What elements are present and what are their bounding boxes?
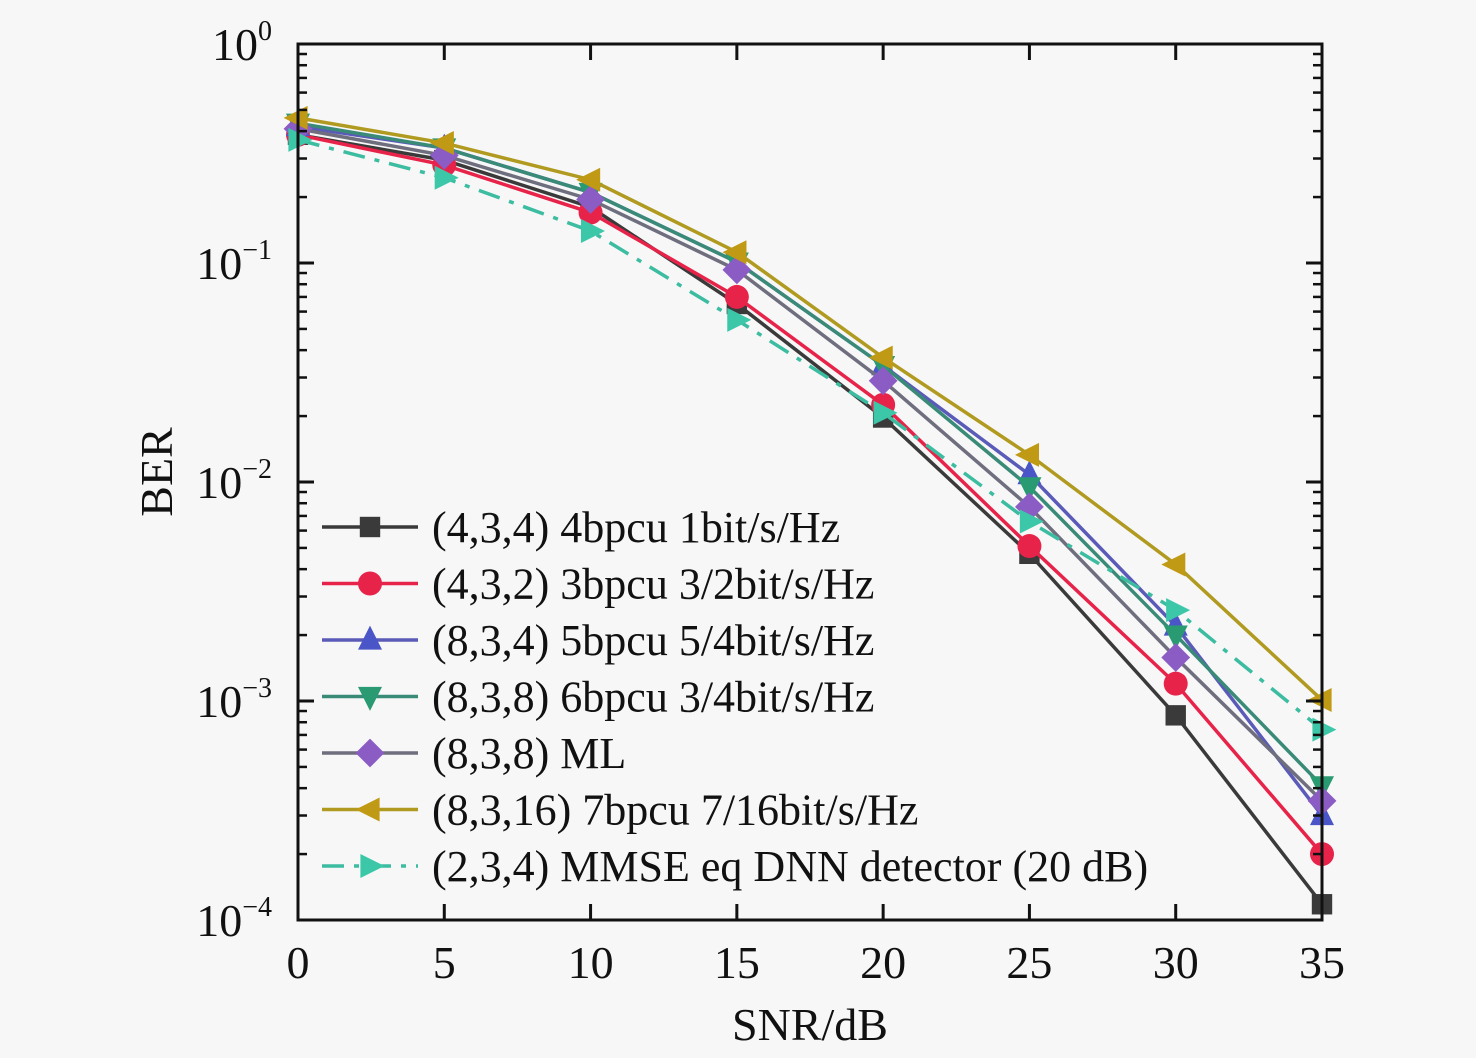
- legend-label: (8,3,4) 5bpcu 5/4bit/s/Hz: [432, 616, 874, 665]
- marker-triangle-left: [576, 167, 601, 192]
- y-tick-exponent: −3: [242, 673, 272, 704]
- x-tick-label: 35: [1299, 937, 1345, 988]
- marker-triangle-left: [1015, 442, 1040, 467]
- marker-square: [1165, 705, 1186, 726]
- legend-label: (8,3,16) 7bpcu 7/16bit/s/Hz: [432, 786, 918, 835]
- marker-circle: [1163, 671, 1188, 696]
- marker-diamond: [355, 738, 385, 768]
- marker-triangle-right: [1019, 509, 1044, 534]
- x-tick-label: 30: [1153, 937, 1199, 988]
- x-tick-label: 15: [714, 937, 760, 988]
- marker-diamond: [868, 366, 898, 396]
- legend: (4,3,4) 4bpcu 1bit/s/Hz (4,3,2) 3bpcu 3/2…: [322, 503, 1148, 891]
- legend-label: (4,3,4) 4bpcu 1bit/s/Hz: [432, 503, 840, 552]
- marker-triangle-down: [1163, 625, 1188, 650]
- legend-item: (8,3,8) ML: [322, 729, 626, 778]
- x-axis: 0 5 10 15 20 25 30 35: [287, 44, 1345, 988]
- legend-label: (2,3,4) MMSE eq DNN detector (20 dB): [432, 842, 1148, 891]
- marker-triangle-left: [1161, 552, 1186, 577]
- series-line: [297, 116, 1324, 702]
- marker-triangle-down: [1017, 477, 1042, 502]
- marker-triangle-right: [434, 165, 459, 190]
- marker-circle: [724, 284, 749, 309]
- marker-diamond: [429, 140, 459, 170]
- series-line: [297, 127, 1324, 803]
- y-tick-base: 10: [196, 676, 242, 727]
- x-tick-label: 20: [860, 937, 906, 988]
- y-tick-exponent: −2: [242, 454, 272, 485]
- legend-item: (4,3,2) 3bpcu 3/2bit/s/Hz: [322, 560, 874, 609]
- legend-label: (4,3,2) 3bpcu 3/2bit/s/Hz: [432, 560, 874, 609]
- x-tick-label: 25: [1006, 937, 1052, 988]
- series-6: [283, 105, 1332, 713]
- y-axis-label: BER: [131, 427, 182, 517]
- y-tick-label: 100: [212, 16, 272, 70]
- marker-square: [359, 516, 381, 538]
- marker-triangle-right: [580, 218, 605, 243]
- marker-triangle-left: [722, 240, 747, 265]
- marker-circle: [358, 571, 382, 596]
- marker-triangle-down: [358, 686, 382, 711]
- marker-triangle-right: [1166, 598, 1191, 623]
- marker-circle: [1017, 534, 1042, 559]
- x-axis-label: SNR/dB: [732, 999, 888, 1050]
- marker-triangle-right: [727, 307, 752, 332]
- marker-diamond: [576, 185, 605, 214]
- legend-label: (8,3,8) 6bpcu 3/4bit/s/Hz: [432, 673, 874, 722]
- plot-background: [298, 44, 1322, 920]
- legend-item: (8,3,16) 7bpcu 7/16bit/s/Hz: [322, 786, 918, 835]
- legend-item: (8,3,8) 6bpcu 3/4bit/s/Hz: [322, 673, 874, 722]
- legend-item: (4,3,4) 4bpcu 1bit/s/Hz: [322, 503, 840, 552]
- series-line: [297, 121, 1324, 788]
- legend-item: (2,3,4) MMSE eq DNN detector (20 dB): [322, 842, 1148, 891]
- x-tick-label: 5: [433, 937, 456, 988]
- legend-label: (8,3,8) ML: [432, 729, 626, 778]
- y-tick-label: 10−3: [196, 673, 272, 727]
- series-line: [297, 138, 1324, 731]
- y-tick-exponent: 0: [258, 16, 272, 47]
- marker-triangle-left: [355, 797, 380, 822]
- series-line: [297, 133, 1324, 856]
- y-tick-exponent: −1: [242, 235, 272, 266]
- y-tick-base: 10: [196, 238, 242, 289]
- plot-area: [298, 44, 1322, 920]
- series-7: [288, 127, 1337, 742]
- marker-triangle-left: [868, 345, 893, 370]
- legend-item: (8,3,4) 5bpcu 5/4bit/s/Hz: [322, 616, 874, 665]
- y-tick-exponent: −4: [242, 892, 272, 923]
- marker-triangle-left: [429, 131, 454, 156]
- marker-triangle-up: [358, 625, 382, 650]
- y-tick-base: 10: [212, 19, 258, 70]
- y-tick-base: 10: [196, 457, 242, 508]
- y-tick-label: 10−2: [196, 454, 272, 508]
- series-layer: [283, 105, 1337, 915]
- marker-triangle-right: [873, 400, 898, 425]
- marker-triangle-right: [288, 127, 313, 152]
- series-line: [297, 133, 1324, 906]
- marker-diamond: [1161, 643, 1191, 672]
- marker-triangle-left: [283, 105, 308, 130]
- y-tick-label: 10−1: [196, 235, 272, 289]
- x-tick-label: 10: [568, 937, 614, 988]
- marker-triangle-right: [360, 854, 385, 878]
- y-tick-label: 10−4: [196, 892, 272, 946]
- x-tick-label: 0: [287, 937, 310, 988]
- y-tick-base: 10: [196, 895, 242, 946]
